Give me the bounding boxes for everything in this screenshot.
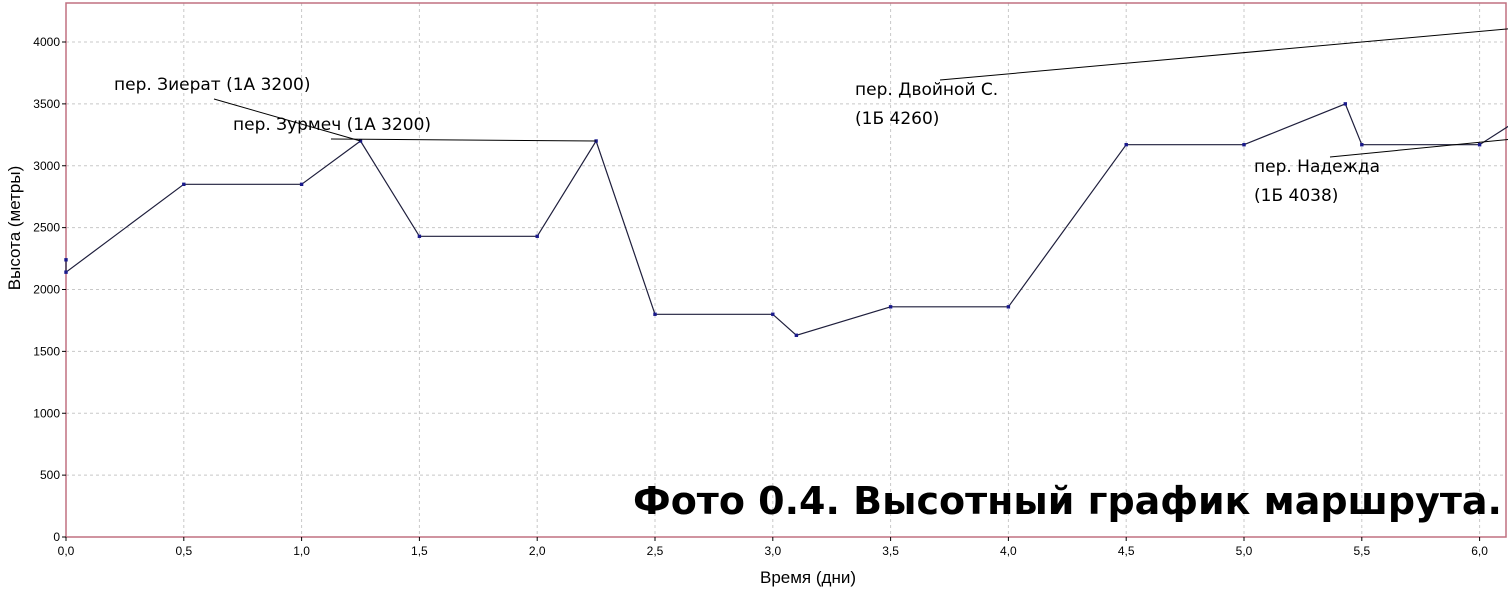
data-point [1477,143,1482,147]
data-point [1343,102,1348,106]
elevation-series [64,102,1508,337]
annotation-label: пер. Зиерат (1А 3200) [114,75,310,95]
pass-annotations: пер. Зиерат (1А 3200) пер. Зурмеч (1А 320… [114,28,1508,206]
data-point [1360,143,1364,147]
x-tick-label: 4,5 [1118,544,1135,558]
y-tick-label: 1000 [33,406,60,420]
x-tick-label: 5,0 [1236,544,1253,558]
x-tick-label: 6,0 [1471,544,1488,558]
x-tick-label: 4,0 [1000,544,1017,558]
x-tick-label: 2,5 [647,544,664,558]
y-tick-label: 4000 [33,35,60,49]
x-tick-label: 3,5 [882,544,899,558]
data-point [182,182,186,187]
data-point [1242,143,1246,147]
x-tick-label: 2,0 [529,544,546,558]
data-point [64,270,68,274]
annotation-leader [1329,139,1508,158]
x-tick-label: 1,5 [411,544,428,558]
annotation-label: (1Б 4260) [855,109,939,129]
y-tick-labels: 0 500 1000 1500 2000 2500 3000 3500 4000 [33,35,66,544]
y-tick-label: 3500 [33,97,60,111]
data-point [794,333,799,337]
chart-caption: Фото 0.4. Высотный график маршрута. [633,479,1502,523]
annotation-label: пер. Надежда [1254,157,1380,177]
annotation-label: пер. Двойной С. [855,80,998,100]
grid-lines [66,3,1506,537]
data-point [1124,143,1128,147]
y-tick-label: 1500 [33,344,60,358]
data-point [594,139,598,143]
x-axis-title: Время (дни) [760,568,856,587]
data-point [417,234,422,238]
annotation-leader [939,28,1508,81]
x-tick-label: 5,5 [1353,544,1370,558]
data-point [888,305,893,309]
data-point [299,182,304,187]
data-point [1006,305,1011,309]
y-tick-label: 2000 [33,283,60,297]
data-point [653,312,657,316]
annotation-leader [213,98,361,142]
data-point [535,234,539,238]
y-tick-label: 3000 [33,159,60,173]
annotation-label: (1Б 4038) [1254,186,1338,206]
annotation-label: пер. Зурмеч (1А 3200) [233,115,431,135]
x-tick-label: 0,5 [175,544,192,558]
annotation-leader [330,138,597,142]
data-point [64,258,68,262]
x-tick-label: 0,0 [58,544,75,558]
x-tick-label: 1,0 [293,544,310,558]
x-tick-label: 3,0 [764,544,781,558]
y-axis-title: Высота (метры) [5,166,24,290]
elevation-line [65,103,1508,336]
data-point [771,312,775,316]
y-tick-label: 500 [40,468,60,482]
x-tick-labels: 0,00,51,01,52,02,53,03,54,04,55,05,56,06… [58,537,1488,558]
y-tick-label: 0 [53,530,60,544]
y-tick-label: 2500 [33,221,60,235]
